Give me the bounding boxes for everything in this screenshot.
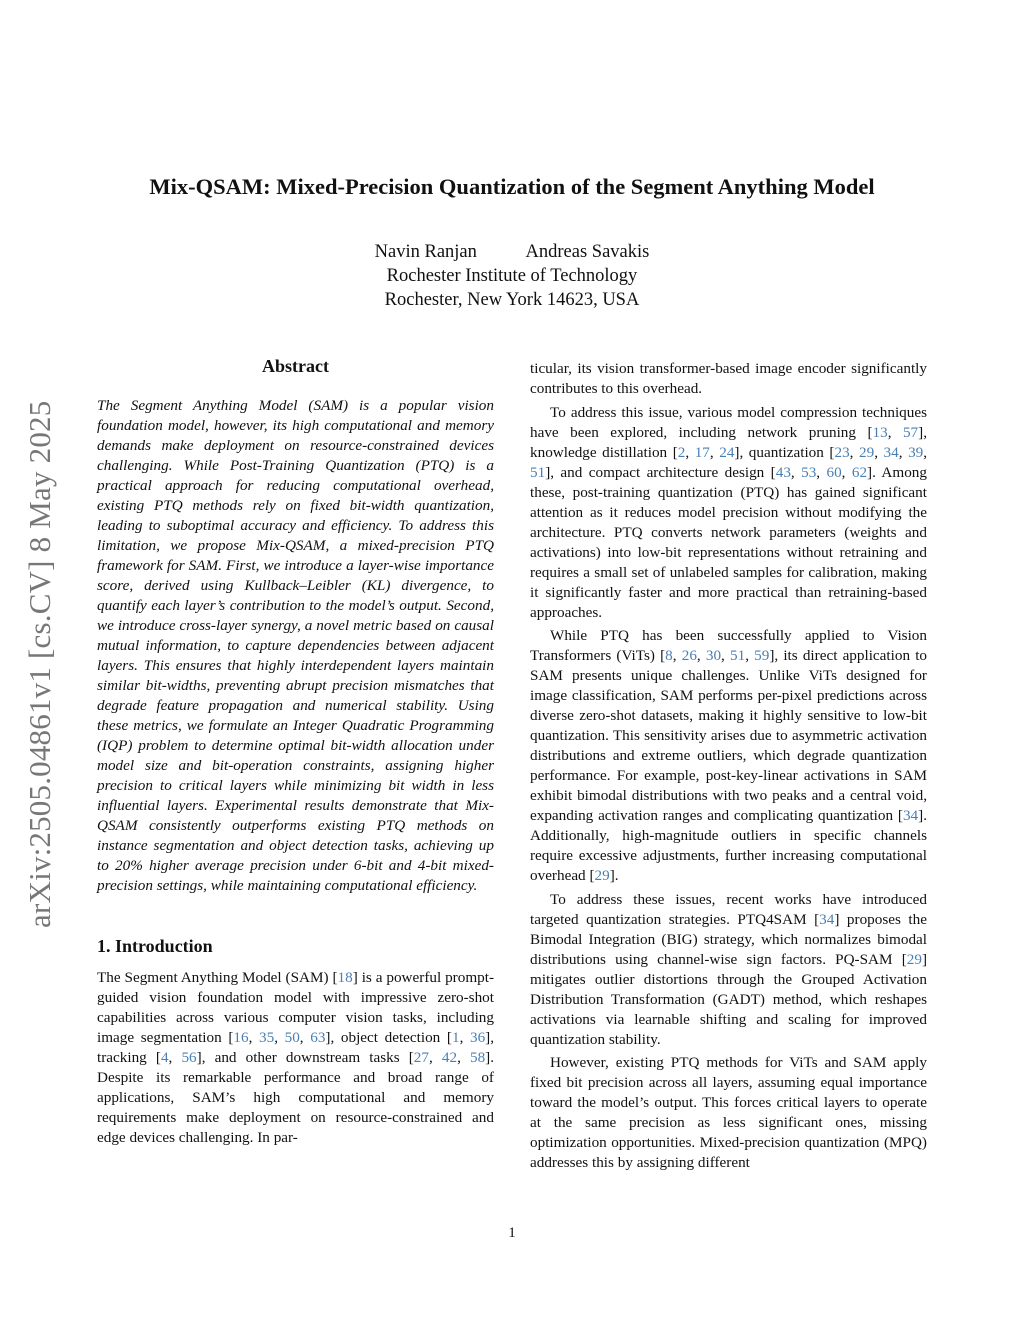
author-name: Navin Ranjan [374, 242, 477, 262]
affiliation: Rochester Institute of Technology [386, 266, 638, 286]
citation-link[interactable]: 43 [775, 463, 791, 481]
citation-link[interactable]: 26 [681, 647, 697, 664]
paragraph: To address these issues, recent works ha… [530, 890, 927, 1048]
paragraph: However, existing PTQ methods for ViTs a… [530, 1054, 927, 1171]
citation-link[interactable]: 39 [908, 443, 924, 461]
paragraph: ticular, its vision transformer-based im… [530, 360, 927, 397]
citation-link[interactable]: 53 [801, 463, 817, 481]
citation-link[interactable]: 24 [719, 443, 735, 461]
citation-link[interactable]: 27 [413, 1049, 429, 1066]
citation-link[interactable]: 13 [872, 423, 888, 441]
author-block: Navin Ranjan Andreas Savakis Rochester I… [0, 240, 1024, 312]
citation-link[interactable]: 34 [883, 443, 899, 461]
abstract-text: The Segment Anything Model (SAM) is a po… [97, 397, 494, 894]
right-column: ticular, its vision transformer-based im… [530, 359, 927, 1173]
citation-link[interactable]: 51 [530, 463, 546, 481]
citation-link[interactable]: 17 [694, 443, 710, 461]
citation-link[interactable]: 18 [337, 969, 353, 986]
section-heading-introduction: 1. Introduction [97, 936, 213, 956]
abstract-heading: Abstract [262, 356, 329, 376]
citation-link[interactable]: 4 [160, 1049, 169, 1066]
citation-link[interactable]: 2 [677, 443, 686, 461]
citation-link[interactable]: 59 [754, 647, 770, 664]
citation-link[interactable]: 34 [902, 807, 919, 824]
citation-link[interactable]: 23 [834, 443, 850, 461]
paper-title: Mix-QSAM: Mixed-Precision Quantization o… [149, 174, 875, 199]
citation-link[interactable]: 34 [819, 910, 835, 928]
citation-link[interactable]: 57 [902, 423, 919, 441]
citation-link[interactable]: 8 [665, 647, 673, 664]
citation-link[interactable]: 36 [469, 1029, 486, 1046]
citation-link[interactable]: 56 [181, 1049, 197, 1066]
paragraph: To address this issue, various model com… [530, 403, 928, 621]
citation-link[interactable]: 51 [730, 647, 746, 664]
citation-link[interactable]: 29 [906, 950, 922, 968]
citation-link[interactable]: 62 [851, 463, 868, 481]
citation-link[interactable]: 42 [441, 1049, 458, 1066]
citation-link[interactable]: 29 [594, 867, 610, 884]
citation-link[interactable]: 60 [826, 463, 842, 481]
citation-link[interactable]: 58 [469, 1049, 486, 1066]
citation-link[interactable]: 16 [233, 1029, 249, 1046]
address: Rochester, New York 14623, USA [384, 290, 640, 310]
citation-link[interactable]: 35 [259, 1029, 275, 1046]
citation-link[interactable]: 30 [705, 647, 722, 664]
citation-link[interactable]: 50 [284, 1029, 300, 1046]
paragraph: The Segment Anything Model (SAM) [18] is… [97, 969, 495, 1146]
citation-link[interactable]: 63 [310, 1029, 326, 1046]
left-column: Abstract The Segment Anything Model (SAM… [97, 356, 494, 1148]
page-number: 1 [508, 1225, 516, 1241]
arxiv-identifier: arXiv:2505.04861v1 [cs.CV] 8 May 2025 [22, 400, 57, 928]
author-name: Andreas Savakis [525, 242, 650, 262]
citation-link[interactable]: 1 [451, 1029, 460, 1046]
citation-link[interactable]: 29 [859, 443, 875, 461]
paragraph: While PTQ has been successfully applied … [530, 627, 928, 884]
